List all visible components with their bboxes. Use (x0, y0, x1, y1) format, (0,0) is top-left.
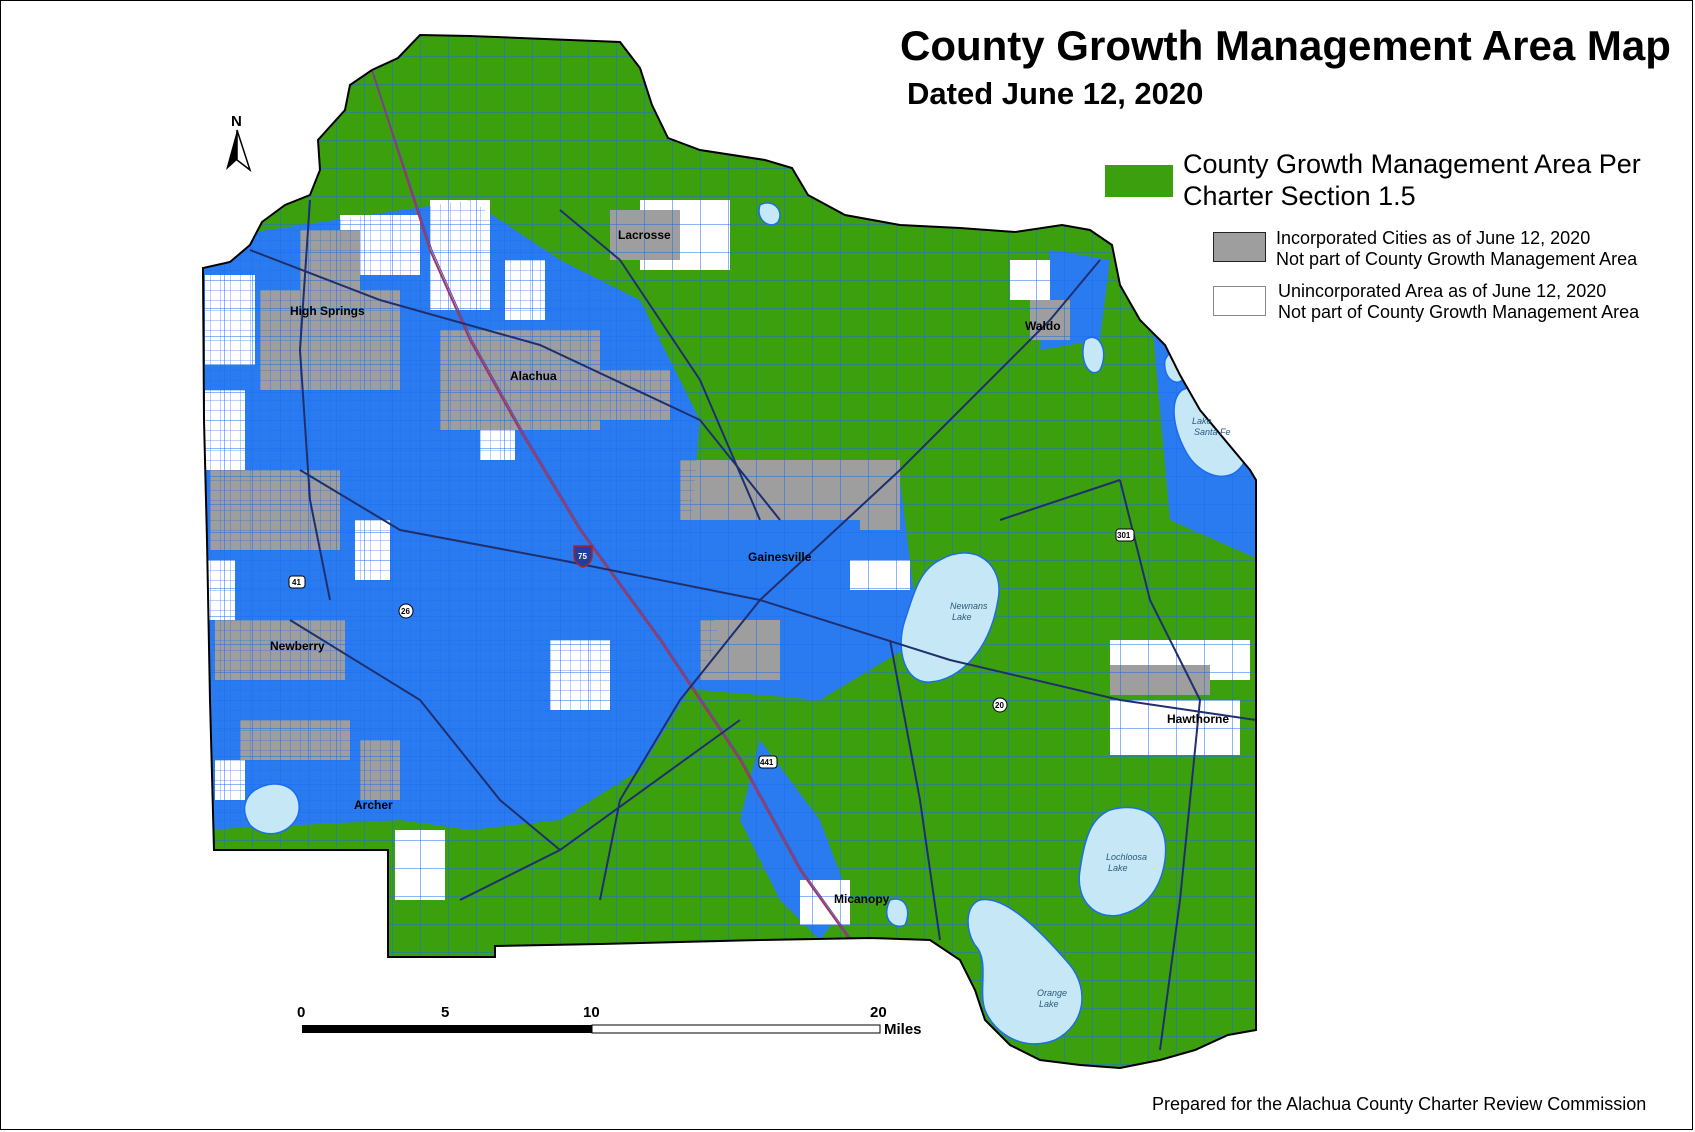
legend-growth-area: County Growth Management Area Per Charte… (1183, 148, 1641, 212)
lake-labels: Lake Santa Fe Newnans Lake Lochloosa Lak… (950, 416, 1231, 1009)
us301-shield: 301 (1115, 528, 1135, 542)
sr20-shield: 20 (992, 697, 1008, 713)
map-title: County Growth Management Area Map (900, 22, 1671, 69)
scale-tick-0: 0 (297, 1004, 305, 1021)
us41-shield: 41 (288, 575, 306, 589)
lake-lochloosa-label-2: Lake (1108, 863, 1128, 873)
legend-swatch-incorporated (1213, 232, 1266, 262)
county-boundary (201, 33, 1257, 1070)
scale-segment-black (302, 1025, 592, 1033)
legend-unincorporated-line1: Unincorporated Area as of June 12, 2020 (1278, 281, 1607, 301)
north-arrow-right-icon (236, 129, 252, 173)
scale-segment-white (591, 1024, 881, 1034)
scale-tick-10: 10 (583, 1004, 600, 1021)
sr26-shield: 26 (398, 603, 414, 619)
legend-unincorporated: Unincorporated Area as of June 12, 2020 … (1278, 281, 1639, 323)
sr20-label: 20 (995, 701, 1004, 710)
city-hawthorne: Hawthorne (1167, 712, 1229, 726)
city-archer: Archer (354, 798, 393, 812)
city-high-springs: High Springs (290, 304, 365, 318)
map-subtitle: Dated June 12, 2020 (907, 76, 1204, 111)
i75-label: 75 (578, 552, 587, 561)
us441-shield: 441 (758, 755, 778, 769)
legend-unincorporated-line2: Not part of County Growth Management Are… (1278, 302, 1640, 322)
legend-swatch-unincorporated (1213, 286, 1266, 316)
city-labels: Lacrosse High Springs Alachua Waldo Gain… (270, 228, 1229, 906)
lake-lochloosa-label-1: Lochloosa (1106, 852, 1147, 862)
scale-tick-20: 20 (870, 1004, 887, 1021)
city-alachua: Alachua (510, 369, 557, 383)
sr26-label: 26 (401, 607, 410, 616)
scale-unit: Miles (884, 1021, 922, 1038)
north-arrow-left-icon (226, 130, 237, 170)
city-lacrosse: Lacrosse (618, 228, 671, 242)
scale-bar: 0 5 10 20 Miles (297, 1004, 922, 1038)
legend-incorporated-line1: Incorporated Cities as of June 12, 2020 (1276, 228, 1591, 248)
legend-incorporated-line2: Not part of County Growth Management Are… (1276, 249, 1638, 269)
lake-newnans-label-2: Lake (952, 612, 972, 622)
city-newberry: Newberry (270, 639, 325, 653)
legend-swatch-growth-area (1105, 165, 1173, 197)
footer-credit: Prepared for the Alachua County Charter … (1152, 1094, 1647, 1114)
legend-growth-area-line1: County Growth Management Area Per (1183, 149, 1641, 179)
us301-label: 301 (1117, 531, 1131, 540)
roads (249, 69, 1256, 1051)
city-gainesville: Gainesville (748, 550, 812, 564)
parcel-grid-fine (203, 200, 720, 830)
city-micanopy: Micanopy (834, 892, 890, 906)
lake-newnans (900, 552, 1000, 683)
us41-label: 41 (292, 578, 301, 587)
highway-shields: 75 41 26 441 20 301 (288, 528, 1135, 769)
lake-newnans-label-1: Newnans (950, 601, 988, 611)
lake-lochloosa (1078, 806, 1167, 917)
legend-incorporated: Incorporated Cities as of June 12, 2020 … (1276, 228, 1637, 270)
legend-growth-area-line2: Charter Section 1.5 (1183, 181, 1416, 211)
city-waldo: Waldo (1025, 319, 1061, 333)
lake-santa-fe-label-2: Santa Fe (1194, 427, 1231, 437)
us441-label: 441 (760, 758, 774, 767)
north-arrow: N (226, 113, 252, 173)
scale-tick-5: 5 (441, 1004, 449, 1021)
i75-shield: 75 (573, 545, 593, 568)
lake-orange-label-2: Lake (1039, 999, 1059, 1009)
lake-orange (967, 898, 1083, 1045)
lake-orange-label-1: Orange (1037, 988, 1067, 998)
north-label: N (231, 113, 242, 130)
lake-santa-fe-label-1: Lake (1192, 416, 1212, 426)
interstate-75 (371, 69, 851, 941)
